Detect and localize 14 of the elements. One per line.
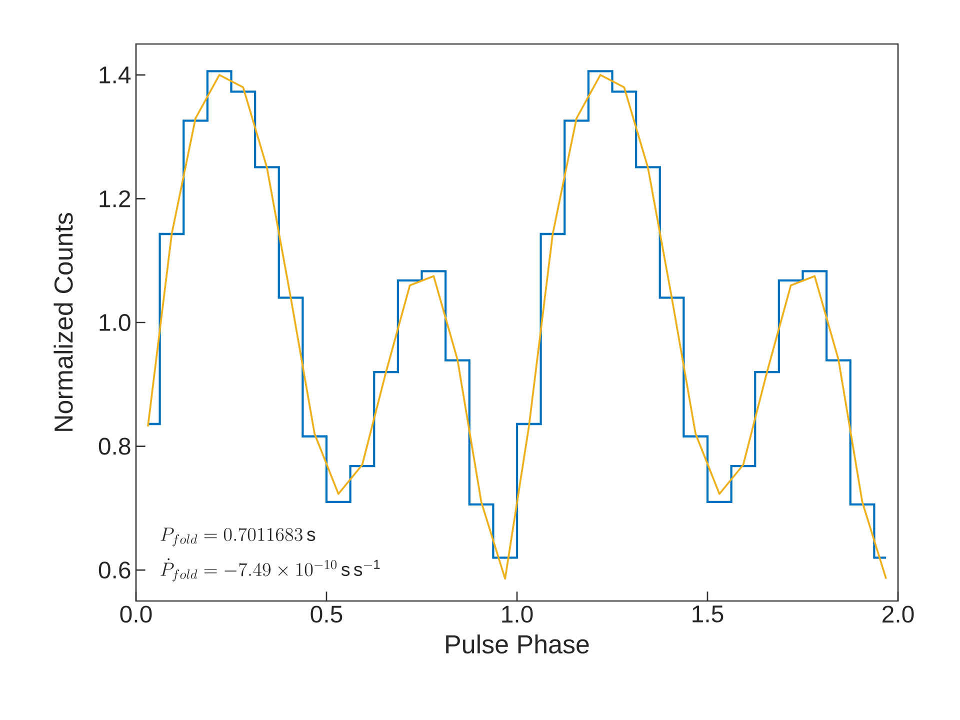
annotation: $P_{fold} = 0.7011683\,\mathrm{s}$ bbox=[160, 528, 316, 546]
x-tick-label: 1.0 bbox=[502, 606, 533, 623]
y-tick-label: 0.8 bbox=[98, 438, 130, 455]
y-axis-title: Normalized Counts bbox=[54, 212, 73, 431]
x-tick-label: 1.5 bbox=[692, 606, 724, 622]
x-tick-label: 0.5 bbox=[310, 606, 342, 623]
y-tick-label: 1.0 bbox=[100, 314, 130, 331]
y-tick-label: 1.2 bbox=[100, 190, 130, 208]
y-tick-label: 0.6 bbox=[98, 562, 130, 579]
x-tick-label: 0.0 bbox=[120, 606, 152, 623]
x-axis-title: Pulse Phase bbox=[446, 634, 589, 654]
y-tick-label: 1.4 bbox=[100, 66, 131, 84]
annotation: $\dot{P}_{fold} = -7.49 \times 10^{-10}\,\mathrm{s\,s^{-1}}$ bbox=[160, 558, 380, 582]
x-tick-label: 2.0 bbox=[882, 606, 914, 623]
